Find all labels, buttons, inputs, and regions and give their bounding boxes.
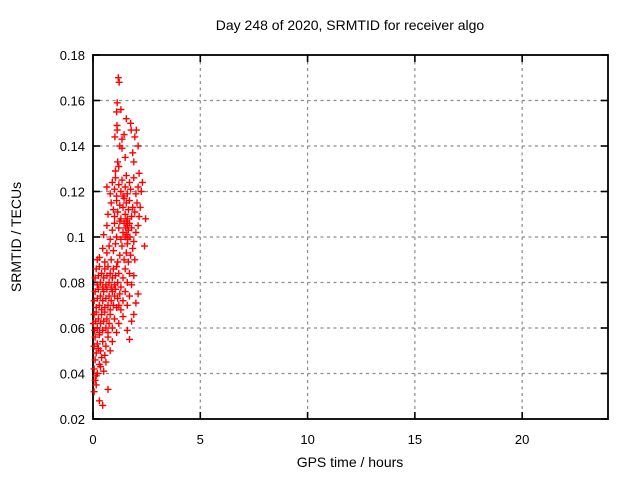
- y-tick-label: 0.18: [60, 48, 85, 63]
- x-tick-label: 0: [89, 432, 96, 447]
- y-tick-label: 0.1: [67, 230, 85, 245]
- y-tick-label: 0.14: [60, 139, 85, 154]
- grid-layer: [93, 55, 608, 419]
- y-axis-label: SRMTID / TECUs: [8, 182, 24, 292]
- data-points-layer: [89, 74, 150, 409]
- y-tick-label: 0.04: [60, 367, 85, 382]
- y-tick-label: 0.12: [60, 185, 85, 200]
- y-tick-label: 0.02: [60, 412, 85, 427]
- y-tick-label: 0.08: [60, 276, 85, 291]
- x-tick-label: 10: [300, 432, 314, 447]
- x-tick-label: 5: [197, 432, 204, 447]
- tick-label-layer: 0 5 10 15 20 0.02 0.04 0.06 0.08 0.1 0.12 0.14 0.16 0…: [60, 48, 530, 447]
- y-tick-label: 0.16: [60, 94, 85, 109]
- data-point-markers: [89, 74, 150, 409]
- chart-title: Day 248 of 2020, SRMTID for receiver alg…: [216, 17, 485, 33]
- x-tick-label: 20: [515, 432, 529, 447]
- x-tick-label: 15: [408, 432, 422, 447]
- y-tick-label: 0.06: [60, 321, 85, 336]
- x-axis-label: GPS time / hours: [297, 454, 404, 470]
